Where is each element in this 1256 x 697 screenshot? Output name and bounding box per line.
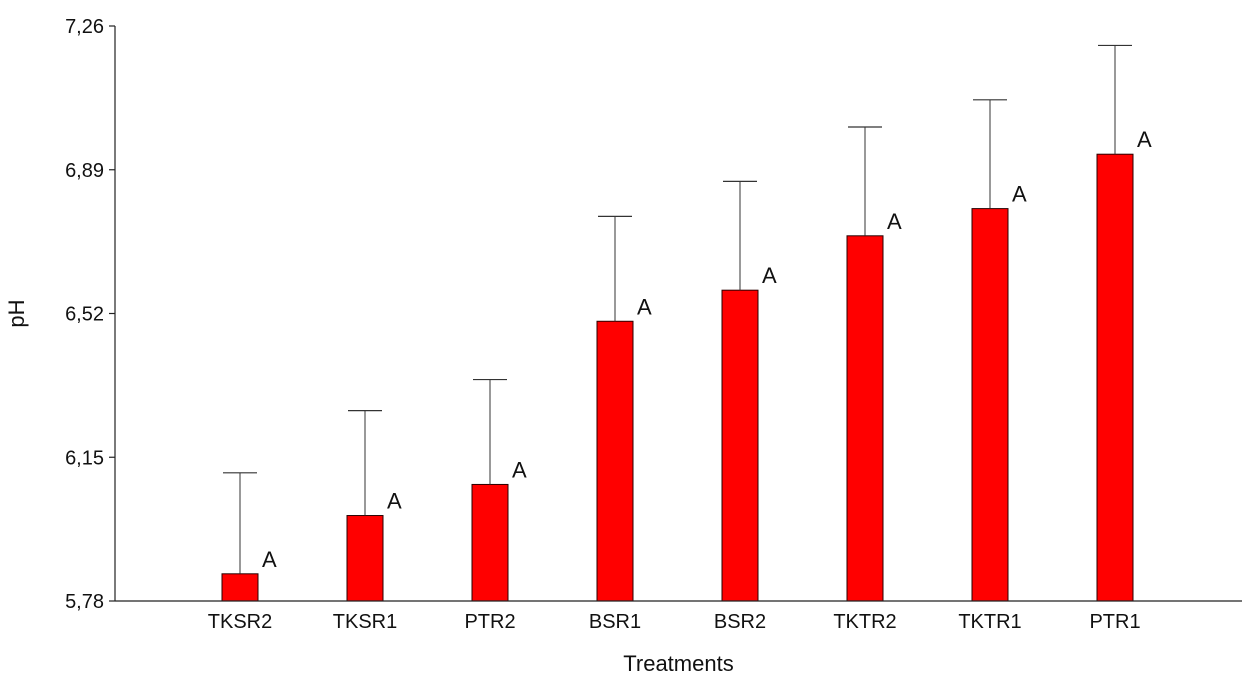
y-tick-label: 5,78 [65, 591, 104, 613]
y-tick-label: 7,26 [65, 16, 104, 38]
x-tick-label: PTR2 [464, 611, 515, 633]
significance-label: A [1137, 127, 1152, 152]
significance-label: A [1012, 182, 1027, 207]
significance-labels-group: A A A A A A A A [262, 127, 1152, 572]
bar [596, 320, 634, 602]
y-axis-title: pH [4, 299, 29, 327]
error-bars-group [223, 44, 1132, 574]
bar [846, 235, 884, 602]
x-tick-label: PTR1 [1089, 611, 1140, 633]
x-tick-label: BSR1 [589, 611, 641, 633]
x-tick-label: TKTR1 [958, 611, 1021, 633]
y-axis-ticks: 5,78 6,15 6,52 6,89 7,26 [65, 16, 115, 613]
bar [721, 289, 759, 602]
y-tick-label: 6,52 [65, 304, 104, 326]
y-tick-label: 6,15 [65, 447, 104, 469]
x-axis-title: Treatments [623, 651, 733, 676]
y-tick-label: 6,89 [65, 160, 104, 182]
bar [221, 573, 259, 602]
significance-label: A [762, 263, 777, 288]
significance-label: A [512, 457, 527, 482]
x-axis-ticks: TKSR2 TKSR1 PTR2 BSR1 BSR2 TKTR2 TKTR1 PTR1 [208, 611, 1141, 633]
x-tick-label: TKTR2 [833, 611, 896, 633]
bar [471, 483, 509, 602]
significance-label: A [637, 294, 652, 319]
significance-label: A [887, 209, 902, 234]
significance-label: A [262, 547, 277, 572]
x-tick-label: TKSR2 [208, 611, 272, 633]
x-tick-label: BSR2 [714, 611, 766, 633]
x-tick-label: TKSR1 [333, 611, 397, 633]
bar [971, 208, 1009, 602]
significance-label: A [387, 489, 402, 514]
bar [1096, 153, 1134, 602]
bar [346, 515, 384, 602]
bars-group [221, 153, 1134, 602]
